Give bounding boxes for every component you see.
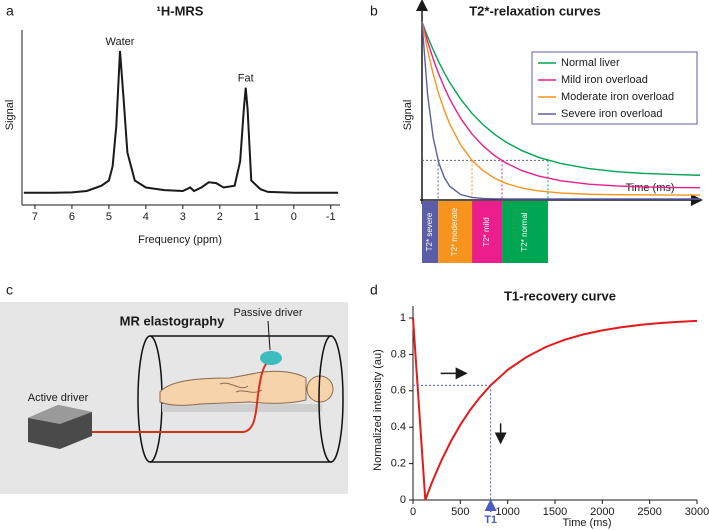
y-tick-label: 0 xyxy=(400,494,406,506)
label: Active driver xyxy=(28,392,89,404)
scanner-ring xyxy=(318,335,344,463)
illustration-panel: c MR elastography Passive driver Active … xyxy=(0,282,348,494)
data-line xyxy=(421,21,701,176)
table xyxy=(162,404,322,412)
legend-box xyxy=(531,51,698,125)
y-axis-label: Signal xyxy=(402,100,414,131)
y-tick-label: 0.8 xyxy=(391,348,406,360)
y-tick-label: 0.6 xyxy=(391,385,406,397)
panel-label: a xyxy=(6,3,14,19)
chart-title: T1-recovery curve xyxy=(504,288,616,303)
annotation: Water xyxy=(106,36,135,48)
data-line xyxy=(421,21,701,189)
data-line xyxy=(421,21,700,200)
band xyxy=(502,201,548,263)
legend-label: Severe iron overload xyxy=(561,108,663,120)
x-tick-label: 0 xyxy=(410,506,416,518)
panel-label: d xyxy=(370,282,378,298)
data-line xyxy=(412,317,698,501)
x-tick-label: 4 xyxy=(143,211,149,223)
x-tick-label: 3000 xyxy=(685,506,709,518)
annotation: Fat xyxy=(238,73,254,85)
data-line xyxy=(23,50,339,194)
legend-label: Normal liver xyxy=(561,57,620,69)
x-tick-label: 7 xyxy=(32,211,38,223)
x-tick-label: 2 xyxy=(217,211,223,223)
band xyxy=(422,201,439,263)
y-tick-label: 1 xyxy=(400,312,406,324)
x-tick-label: 5 xyxy=(106,211,112,223)
pointer xyxy=(267,320,271,351)
x-tick-label: 3 xyxy=(180,211,186,223)
x-axis-label: Time (ms) xyxy=(625,182,674,194)
x-axis-label: Time (ms) xyxy=(562,517,611,529)
legend-label: Moderate iron overload xyxy=(561,91,674,103)
x-tick-label: 1000 xyxy=(495,506,519,518)
x-tick-label: -1 xyxy=(326,211,336,223)
y-axis-label: Normalized intensity (au) xyxy=(372,349,384,471)
x-tick-label: 1500 xyxy=(543,506,567,518)
legend-label: Mild iron overload xyxy=(561,74,648,86)
y-axis-label: Signal xyxy=(4,100,16,131)
illustration-title: MR elastography xyxy=(120,313,226,328)
band-label: T2* moderate xyxy=(450,207,459,256)
y-tick-label: 0.4 xyxy=(391,421,406,433)
x-axis-label: Frequency (ppm) xyxy=(138,234,222,246)
chart-title: T2*-relaxation curves xyxy=(469,3,601,18)
x-tick-label: 1 xyxy=(254,211,260,223)
panel-label: b xyxy=(370,3,378,19)
body xyxy=(159,370,307,406)
panel-label: c xyxy=(6,282,13,298)
annotation: T1 xyxy=(484,514,497,526)
band xyxy=(472,201,503,263)
band-label: T2* normal xyxy=(520,212,529,251)
chart-title: ¹H-MRS xyxy=(157,3,204,18)
x-tick-label: 0 xyxy=(291,211,297,223)
label: Passive driver xyxy=(233,307,302,319)
active-driver-top xyxy=(28,405,92,424)
x-tick-label: 6 xyxy=(69,211,75,223)
passive-driver xyxy=(260,351,282,365)
y-tick-label: 0.2 xyxy=(391,458,406,470)
tube xyxy=(85,363,267,433)
data-line xyxy=(421,21,700,196)
band xyxy=(438,201,473,263)
band-label: T2* severe xyxy=(425,212,434,251)
band-label: T2* mild xyxy=(482,217,491,246)
x-tick-label: 2000 xyxy=(590,506,614,518)
x-tick-label: 2500 xyxy=(637,506,661,518)
x-tick-label: 500 xyxy=(451,506,469,518)
